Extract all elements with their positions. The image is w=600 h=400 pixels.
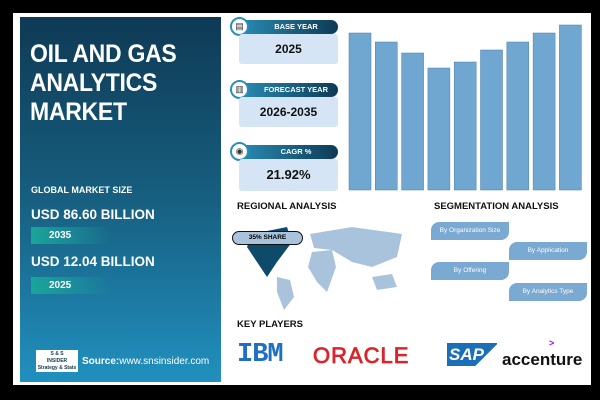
segmentation-title: SEGMENTATION ANALYSIS — [434, 201, 559, 212]
map-australia — [372, 274, 397, 290]
bar — [401, 52, 424, 191]
market-size-label: GLOBAL MARKET SIZE — [31, 185, 133, 195]
accenture-logo: accenture — [502, 350, 583, 369]
segment-item: By Organization Size — [431, 222, 509, 240]
bar — [427, 67, 451, 191]
share-callout: 35% SHARE — [232, 231, 303, 245]
ibm-logo: IBM — [237, 340, 284, 370]
info-card-label: FORECAST YEAR — [263, 85, 329, 94]
title-line: ANALYTICS — [30, 69, 158, 97]
key-players-title: KEY PLAYERS — [237, 319, 303, 330]
info-card-header — [236, 145, 338, 159]
base-value: USD 12.04 BILLION — [31, 254, 155, 269]
info-card-label: CAGR % — [280, 147, 312, 156]
info-card-value: 2026-2035 — [239, 97, 338, 127]
bar — [453, 61, 477, 191]
map-eurasia — [310, 227, 402, 267]
title-line: MARKET — [30, 98, 127, 126]
sap-logo: SAP — [447, 343, 497, 366]
bar — [480, 49, 503, 191]
bar — [506, 41, 530, 191]
info-card-value: 21.92% — [239, 159, 338, 191]
forecast-year-badge: 2035 — [31, 227, 111, 244]
forecast-value: USD 86.60 BILLION — [31, 207, 155, 222]
info-card-header — [236, 20, 338, 34]
info-card-value: 2025 — [239, 34, 338, 64]
segment-item: By Offering — [431, 262, 509, 280]
document-icon: ▤ — [230, 17, 249, 36]
base-year-badge: 2025 — [31, 277, 111, 294]
source-url[interactable]: www.snsinsider.com — [119, 355, 210, 367]
segment-item: By Analytics Type — [509, 283, 587, 301]
bar-chart — [348, 24, 582, 191]
bar — [559, 24, 582, 191]
info-card-label: BASE YEAR — [274, 22, 318, 31]
segment-item: By Application — [509, 242, 587, 260]
bar — [348, 32, 372, 191]
title-line: OIL AND GAS — [30, 40, 177, 68]
map-south-america — [277, 277, 294, 310]
oracle-logo: ORACLE — [313, 343, 410, 369]
page-title: OIL AND GAS ANALYTICS MARKET — [30, 40, 177, 127]
summary-panel — [20, 17, 221, 382]
map-africa — [308, 250, 336, 292]
info-card-header — [236, 83, 338, 97]
bar — [532, 32, 556, 191]
source: S & S INSIDER Strategy & Stats Source:www.… — [36, 350, 209, 372]
regional-title: REGIONAL ANALYSIS — [237, 201, 337, 212]
sns-insider-logo: S & S INSIDER Strategy & Stats — [36, 350, 78, 372]
accenture-arrow-icon: > — [549, 338, 555, 348]
source-label: Source: — [82, 355, 120, 367]
bar — [375, 41, 398, 191]
